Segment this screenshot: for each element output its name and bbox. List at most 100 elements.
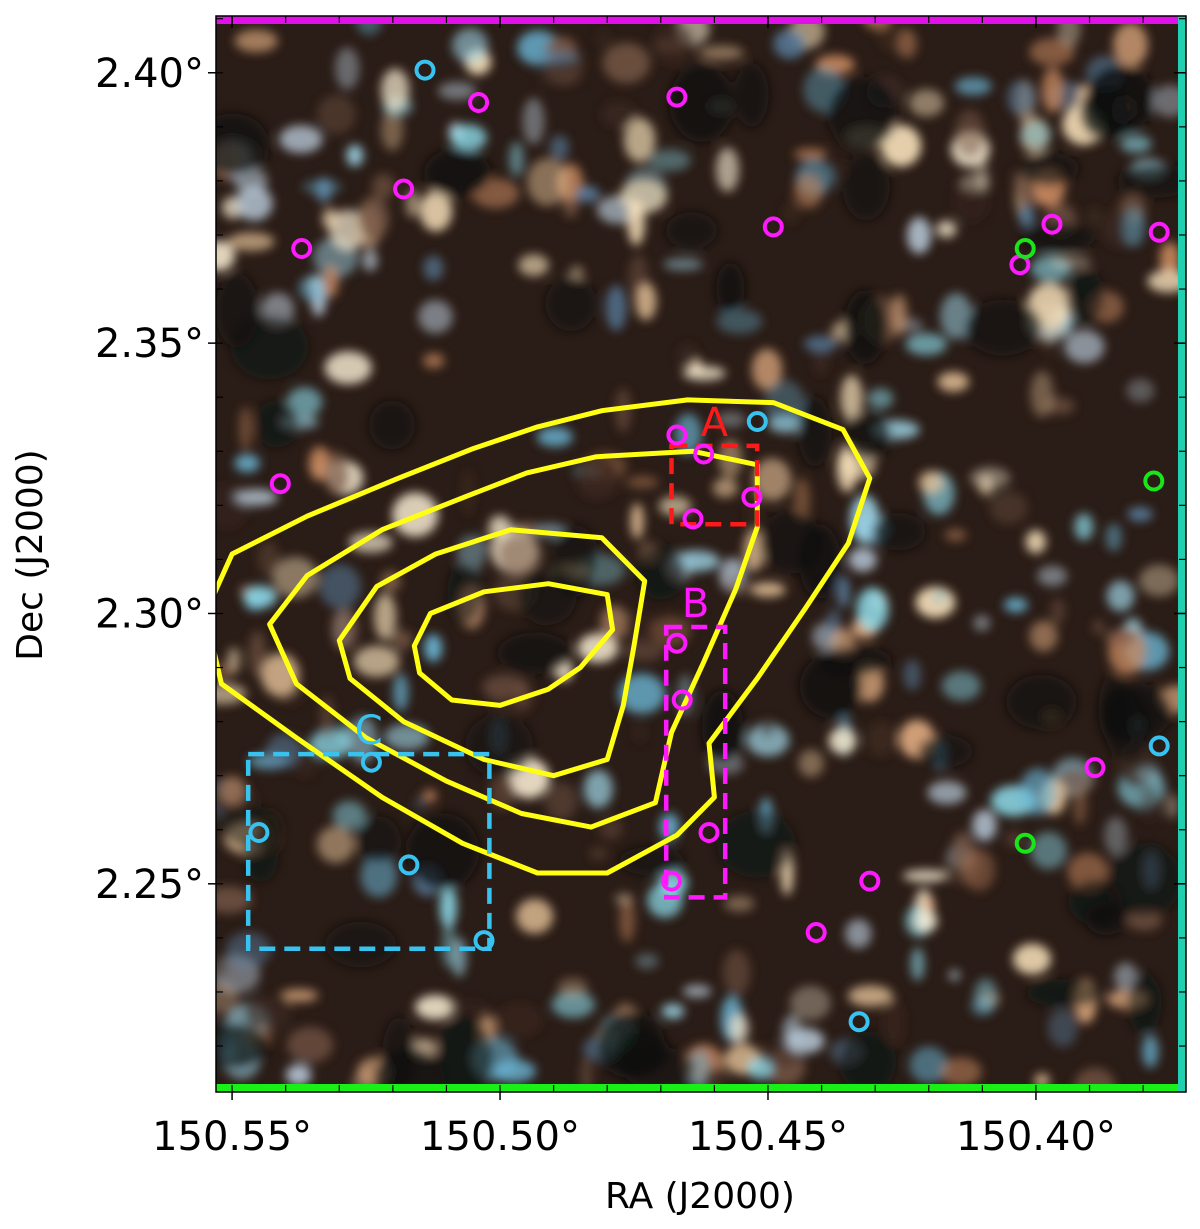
sky-blob	[422, 789, 437, 803]
sky-blob	[856, 587, 889, 632]
sky-blob	[633, 722, 647, 743]
sky-blob	[216, 240, 235, 272]
sky-blob	[1025, 530, 1047, 554]
sky-blob	[798, 749, 824, 778]
sky-blob	[329, 209, 367, 252]
sky-blob	[1072, 783, 1087, 826]
sky-blob	[698, 45, 744, 61]
sky-blob	[1106, 580, 1135, 612]
region-box-a	[669, 443, 760, 527]
sky-blob	[575, 454, 620, 500]
sky-blob	[544, 782, 578, 820]
sky-blob	[227, 647, 241, 673]
sky-blob	[647, 882, 683, 918]
region-box-c	[245, 751, 492, 952]
contour-level-2	[267, 448, 760, 830]
sky-blob	[658, 496, 692, 517]
sky-dark-patch	[760, 510, 821, 574]
sky-blob	[216, 982, 239, 1014]
sky-blob	[414, 796, 427, 810]
sky-blob	[722, 949, 751, 996]
sky-blob	[1007, 79, 1036, 116]
sky-dark-patch	[734, 63, 769, 127]
sky-blob	[1159, 241, 1181, 275]
sky-blob	[269, 992, 291, 1031]
sky-blob	[1064, 329, 1105, 364]
sky-dark-patch	[843, 290, 887, 365]
sky-dark-patch	[497, 632, 572, 675]
sky-blob	[909, 1046, 949, 1084]
sky-blob	[1147, 269, 1186, 293]
cyan-source-marker	[473, 930, 495, 952]
sky-dark-patch	[798, 396, 832, 467]
sky-dark-patch	[1020, 152, 1079, 186]
sky-blob	[1019, 768, 1057, 816]
sky-blob	[908, 89, 945, 117]
sky-blob	[1030, 370, 1054, 418]
sky-blob	[234, 29, 278, 53]
sky-blob	[589, 846, 608, 861]
sky-blob	[773, 28, 807, 59]
sky-dark-patch	[216, 1022, 270, 1070]
sky-blob	[318, 564, 362, 609]
sky-dark-patch	[355, 816, 401, 864]
sky-blob	[905, 333, 947, 356]
sky-blob	[803, 335, 839, 352]
magenta-source-marker	[1084, 757, 1106, 779]
sky-blob	[1041, 67, 1065, 114]
sky-dark-patch	[1085, 64, 1155, 134]
cyan-source-marker	[398, 854, 420, 876]
sky-blob	[648, 149, 691, 172]
sky-blob	[910, 947, 925, 981]
sky-blob	[423, 353, 445, 369]
magenta-source-marker	[666, 632, 688, 654]
sky-blob	[248, 630, 267, 678]
magenta-source-marker	[805, 922, 827, 943]
sky-blob	[423, 255, 444, 281]
sky-blob	[1037, 565, 1068, 587]
sky-blob	[238, 406, 253, 451]
sky-blob	[286, 387, 323, 417]
sky-blob	[747, 1057, 774, 1080]
region-boxes: A B C	[245, 400, 760, 952]
cyan-source-marker	[414, 59, 436, 81]
sky-blob	[883, 999, 905, 1047]
sky-blob	[630, 502, 644, 540]
sky-blob	[891, 293, 908, 336]
sky-blob	[549, 135, 570, 161]
sky-blob	[1074, 513, 1094, 541]
sky-blob	[216, 482, 250, 529]
sky-blob	[243, 995, 277, 1028]
sky-blob	[614, 892, 634, 906]
sky-blob	[1120, 135, 1152, 153]
sky-blob	[1029, 38, 1075, 66]
sky-blob	[716, 309, 763, 334]
sky-blob	[1138, 564, 1180, 597]
sky-dark-patch	[1022, 222, 1095, 253]
sky-blob	[1047, 1009, 1078, 1048]
sky-dark-patch	[839, 1031, 897, 1092]
sky-blob	[902, 869, 949, 883]
sky-dark-patch	[216, 273, 259, 348]
sky-blob	[989, 491, 1028, 525]
sky-blob	[298, 275, 329, 302]
x-axis-title: RA (J2000)	[605, 1176, 795, 1217]
sky-blob	[286, 1026, 334, 1064]
sky-blob	[373, 593, 397, 641]
sky-blob	[322, 208, 339, 230]
sky-blob	[712, 478, 738, 498]
magenta-source-marker	[291, 238, 313, 259]
sky-blob	[975, 155, 989, 191]
sky-blob	[1087, 206, 1102, 228]
magenta-source-marker	[1148, 221, 1170, 243]
sky-blob	[848, 547, 877, 572]
sky-dark-patch	[716, 262, 745, 314]
sky-blob	[635, 953, 659, 970]
magenta-source-marker	[1041, 213, 1063, 235]
sky-blob	[324, 451, 350, 495]
sky-dark-patch	[964, 299, 1043, 356]
sky-blob	[441, 921, 456, 969]
sky-blob	[526, 158, 568, 206]
sky-dark-patch	[872, 512, 926, 551]
